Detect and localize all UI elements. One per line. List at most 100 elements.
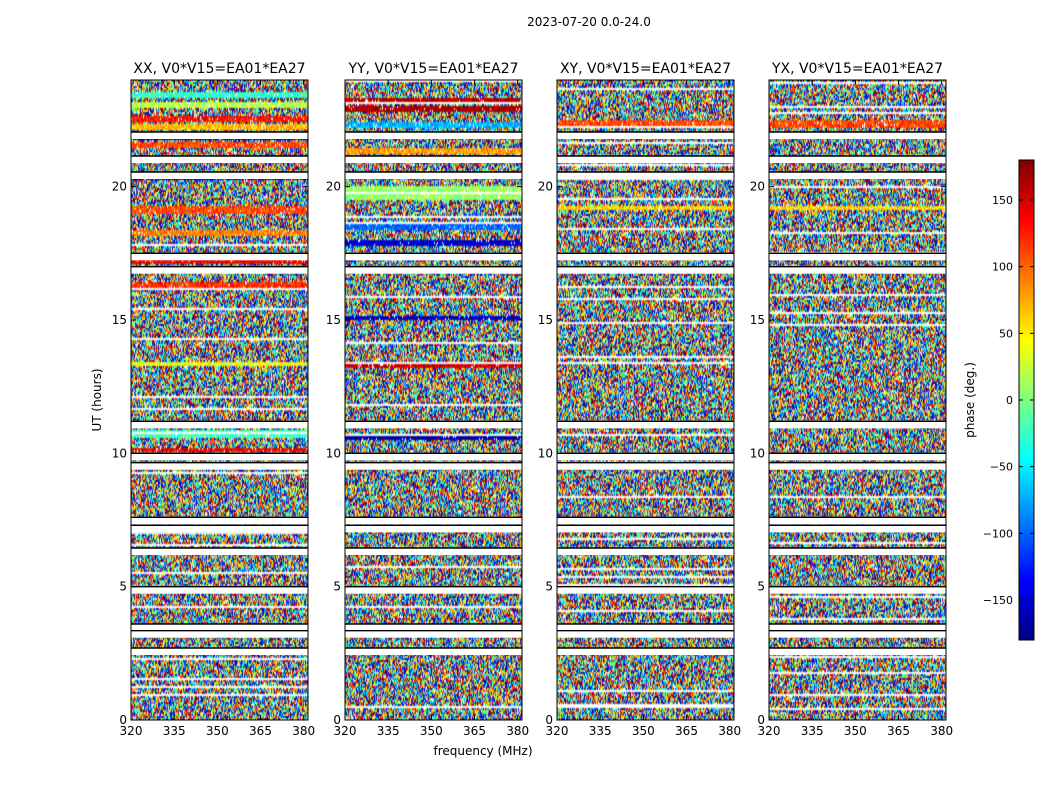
flag-gap bbox=[345, 462, 522, 470]
flag-gap bbox=[557, 421, 734, 429]
flag-gap bbox=[345, 630, 522, 638]
x-tick-label: 320 bbox=[120, 724, 143, 738]
flag-gap bbox=[345, 453, 522, 461]
panel-frame bbox=[344, 79, 523, 721]
panel-image bbox=[769, 80, 946, 720]
flag-gap bbox=[131, 421, 308, 429]
y-tick-label: 5 bbox=[119, 580, 127, 594]
y-tick-label: 0 bbox=[333, 713, 341, 727]
panel-title: XY, V0*V15=EA01*EA27 bbox=[560, 61, 731, 77]
x-tick-label: 350 bbox=[632, 724, 655, 738]
flag-gap bbox=[131, 253, 308, 261]
panels: XX, V0*V15=EA01*EA27 320 335 350 365 380 0 5 10 1… bbox=[112, 61, 953, 738]
x-tick-label: 365 bbox=[675, 724, 698, 738]
colorbar-tick-label: −50 bbox=[990, 461, 1013, 474]
flag-gap bbox=[769, 630, 946, 638]
y-tick-label: 0 bbox=[545, 713, 553, 727]
flag-gap bbox=[345, 156, 522, 163]
y-tick-label: 5 bbox=[333, 580, 341, 594]
y-axis-label: UT (hours) bbox=[90, 368, 104, 431]
x-tick-label: 335 bbox=[377, 724, 400, 738]
flag-gap bbox=[769, 648, 946, 655]
x-tick-label: 365 bbox=[249, 724, 272, 738]
panel-frame bbox=[556, 79, 735, 721]
y-tick-label: 0 bbox=[757, 713, 765, 727]
flag-gap bbox=[345, 624, 522, 631]
x-tick-label: 335 bbox=[163, 724, 186, 738]
flag-gap bbox=[769, 548, 946, 555]
colorbar-ticks: −150 −100 −50 0 50 100 150 bbox=[983, 194, 1034, 607]
flag-gap bbox=[345, 517, 522, 525]
panel-3: XY, V0*V15=EA01*EA27 320 335 350 365 380 0 5 10 1… bbox=[538, 61, 741, 738]
flag-gap bbox=[557, 548, 734, 555]
y-tick-label: 10 bbox=[326, 446, 341, 460]
x-tick-label: 335 bbox=[589, 724, 612, 738]
flag-gap bbox=[769, 624, 946, 631]
x-tick-label: 350 bbox=[206, 724, 229, 738]
flag-gap bbox=[769, 517, 946, 525]
flag-gap bbox=[131, 172, 308, 179]
panel-title: YY, V0*V15=EA01*EA27 bbox=[347, 61, 518, 77]
flag-gap bbox=[769, 156, 946, 163]
flag-gap bbox=[345, 172, 522, 179]
flag-gap bbox=[131, 266, 308, 274]
panel-image bbox=[557, 80, 734, 720]
y-tick-label: 20 bbox=[750, 180, 765, 194]
flag-gap bbox=[557, 172, 734, 179]
y-tick-label: 15 bbox=[538, 313, 553, 327]
flag-gap bbox=[345, 132, 522, 139]
flag-gap bbox=[769, 421, 946, 429]
y-tick-label: 10 bbox=[750, 446, 765, 460]
y-tick-label: 20 bbox=[326, 180, 341, 194]
flag-gap bbox=[769, 586, 946, 594]
colorbar-label: phase (deg.) bbox=[963, 362, 977, 438]
panel-2: YY, V0*V15=EA01*EA27 320 335 350 365 380 0 5 10 1… bbox=[326, 61, 529, 738]
colorbar-tick-label: −150 bbox=[983, 594, 1013, 607]
colorbar-tick-label: −100 bbox=[983, 527, 1013, 540]
flag-gap bbox=[131, 548, 308, 555]
flag-gap bbox=[131, 624, 308, 631]
flag-gap bbox=[557, 156, 734, 163]
flag-gap bbox=[345, 648, 522, 655]
y-tick-label: 20 bbox=[538, 180, 553, 194]
flag-gap bbox=[557, 453, 734, 461]
panel-image bbox=[345, 80, 522, 720]
flag-gap bbox=[345, 586, 522, 594]
y-tick-label: 0 bbox=[119, 713, 127, 727]
x-tick-label: 320 bbox=[546, 724, 569, 738]
flag-gap bbox=[557, 132, 734, 139]
flag-gap bbox=[557, 624, 734, 631]
panel-1: XX, V0*V15=EA01*EA27 320 335 350 365 380 0 5 10 1… bbox=[112, 61, 315, 738]
x-tick-label: 380 bbox=[718, 724, 741, 738]
flag-gap bbox=[345, 253, 522, 261]
y-tick-label: 5 bbox=[545, 580, 553, 594]
flag-gap bbox=[131, 517, 308, 525]
flag-gap bbox=[557, 253, 734, 261]
y-tick-label: 20 bbox=[112, 180, 127, 194]
flag-gap bbox=[131, 525, 308, 533]
panel-image bbox=[131, 80, 308, 720]
y-tick-label: 10 bbox=[112, 446, 127, 460]
x-tick-label: 380 bbox=[292, 724, 315, 738]
flag-gap bbox=[345, 525, 522, 533]
flag-gap bbox=[769, 462, 946, 470]
flag-gap bbox=[557, 517, 734, 525]
flag-gap bbox=[769, 253, 946, 261]
flag-gap bbox=[131, 462, 308, 470]
flag-gap bbox=[345, 548, 522, 555]
colorbar-tick-label: 150 bbox=[992, 194, 1013, 207]
flag-gap bbox=[131, 648, 308, 655]
colorbar-tick-label: 0 bbox=[1006, 394, 1013, 407]
y-tick-label: 15 bbox=[112, 313, 127, 327]
x-tick-label: 365 bbox=[463, 724, 486, 738]
x-tick-label: 350 bbox=[844, 724, 867, 738]
flag-gap bbox=[769, 172, 946, 179]
flag-gap bbox=[131, 453, 308, 461]
y-tick-label: 5 bbox=[757, 580, 765, 594]
flag-gap bbox=[557, 525, 734, 533]
x-tick-label: 320 bbox=[334, 724, 357, 738]
flag-gap bbox=[557, 266, 734, 274]
figure-title: 2023-07-20 0.0-24.0 bbox=[527, 15, 651, 29]
panel-title: XX, V0*V15=EA01*EA27 bbox=[133, 61, 305, 77]
